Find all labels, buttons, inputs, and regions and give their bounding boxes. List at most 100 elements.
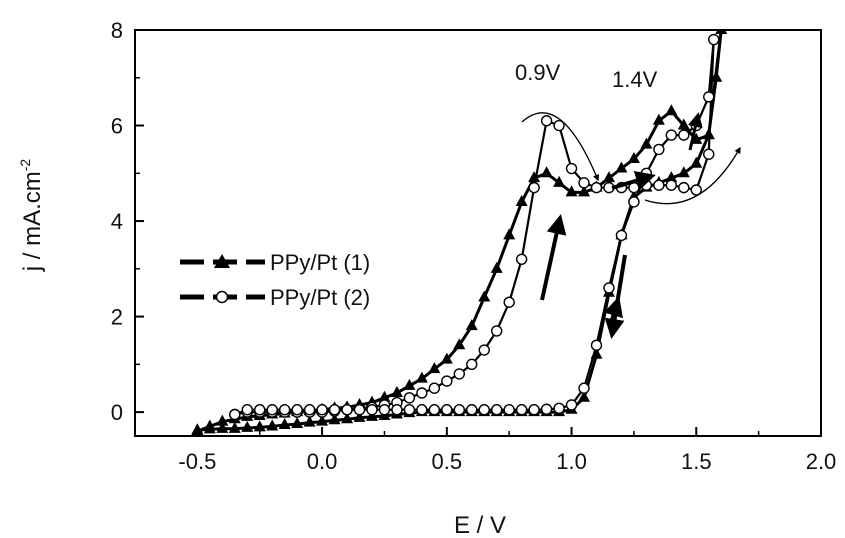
data-point-series-1 [428, 362, 441, 374]
x-axis: -0.5 0.0 0.5 1.0 1.5 2.0 [178, 427, 836, 474]
data-point-series-2 [515, 404, 528, 416]
data-point-series-2 [553, 402, 565, 414]
legend-marker-triangle [214, 254, 230, 268]
data-point-series-1 [578, 390, 591, 402]
data-point-series-2 [503, 404, 515, 416]
data-point-series-2 [316, 404, 328, 416]
x-tick-label: -0.5 [178, 449, 216, 474]
data-point-series-1 [652, 113, 665, 125]
data-point-series-1 [403, 378, 416, 390]
scan-arrow [521, 112, 600, 182]
data-point-series-2 [578, 177, 590, 189]
x-tick-label: 0.0 [307, 449, 338, 474]
data-point-series-1 [316, 414, 329, 426]
data-point-series-2 [665, 179, 678, 191]
data-point-series-1 [578, 185, 591, 197]
data-point-series-2 [466, 404, 478, 416]
x-tick-label: 1.5 [681, 449, 712, 474]
legend-label-series-2: PPy/Pt (2) [270, 285, 370, 310]
data-point-series-1 [353, 410, 366, 422]
y-tick-label: 4 [111, 209, 123, 234]
data-point-series-2 [708, 33, 720, 46]
data-point-series-2 [515, 253, 528, 265]
data-point-series-2 [303, 404, 316, 416]
scan-arrow [540, 214, 567, 301]
data-point-series-2 [391, 404, 403, 416]
scan-arrow [644, 146, 741, 205]
data-point-series-2 [665, 129, 678, 141]
data-point-series-2 [466, 358, 478, 371]
data-point-series-2 [553, 119, 565, 132]
legend-marker-circle [215, 290, 229, 304]
x-axis-title: E / V [454, 512, 506, 538]
scan-arrow [611, 171, 656, 191]
data-point-series-1 [216, 421, 229, 433]
data-point-series-2 [590, 181, 603, 194]
data-point-series-2 [653, 143, 665, 156]
data-point-series-1 [341, 412, 354, 424]
data-point-series-1 [690, 156, 703, 168]
x-tick-label: 0.5 [432, 449, 463, 474]
y-tick-label: 8 [111, 18, 123, 43]
data-point-series-1 [565, 185, 578, 197]
x-tick-label: 2.0 [806, 449, 837, 474]
data-point-series-2 [291, 404, 303, 416]
data-point-series-1 [540, 166, 553, 178]
scan-arrow [688, 112, 703, 151]
data-point-series-1 [702, 128, 715, 140]
data-point-series-2 [278, 404, 291, 416]
data-point-series-1 [490, 261, 503, 273]
y-axis: 0 2 4 6 8 [111, 18, 144, 425]
y-tick-label: 6 [111, 114, 123, 139]
data-point-series-1 [390, 386, 403, 398]
data-point-series-1 [515, 194, 528, 206]
data-point-series-2 [229, 408, 241, 421]
data-point-series-1 [710, 70, 723, 82]
data-point-series-2 [703, 148, 715, 160]
data-point-series-1 [715, 30, 728, 34]
data-point-series-2 [653, 179, 665, 191]
data-point-series-2 [403, 392, 416, 404]
data-point-series-2 [328, 404, 341, 416]
data-point-series-1 [203, 422, 216, 434]
data-point-series-1 [328, 413, 341, 425]
data-point-series-1 [665, 171, 678, 183]
data-point-series-1 [303, 415, 316, 427]
annotation-0-9v: 0.9V [515, 60, 561, 85]
data-point-series-1 [553, 175, 566, 187]
x-tick-label: 1.0 [556, 449, 587, 474]
scan-arrow [604, 254, 627, 339]
data-point-series-2 [628, 196, 640, 208]
data-point-series-2 [540, 403, 553, 415]
y-axis-title-group: j / mA.cm-2 [17, 159, 46, 273]
data-point-series-2 [565, 399, 578, 411]
y-axis-title-superscript: -2 [17, 159, 33, 172]
data-point-series-2 [603, 282, 615, 294]
data-point-series-1 [253, 420, 266, 432]
legend-label-series-1: PPy/Pt (1) [270, 250, 370, 275]
legend: PPy/Pt (1) PPy/Pt (2) [180, 250, 370, 310]
data-point-series-2 [578, 382, 590, 394]
data-point-series-2 [703, 91, 715, 103]
data-point-series-1 [665, 104, 678, 116]
data-point-series-2 [678, 181, 690, 194]
data-point-series-2 [678, 129, 690, 141]
data-point-series-2 [441, 375, 453, 387]
data-point-series-1 [453, 338, 466, 350]
data-point-series-1 [602, 171, 615, 183]
y-tick-label: 2 [111, 305, 123, 330]
data-point-series-1 [440, 352, 453, 364]
data-point-series-2 [640, 179, 653, 191]
annotation-1-4v: 1.4V [612, 67, 658, 92]
scan-direction-arrows [521, 112, 741, 339]
series-line-2 [234, 38, 715, 416]
data-point-series-1 [640, 137, 653, 149]
data-point-series-1 [478, 290, 491, 302]
data-point-series-2 [615, 229, 628, 242]
data-point-series-1 [415, 371, 428, 383]
data-point-series-1 [465, 319, 478, 331]
data-point-series-2 [254, 404, 266, 416]
data-point-series-2 [453, 404, 465, 416]
data-point-series-2 [428, 404, 441, 416]
